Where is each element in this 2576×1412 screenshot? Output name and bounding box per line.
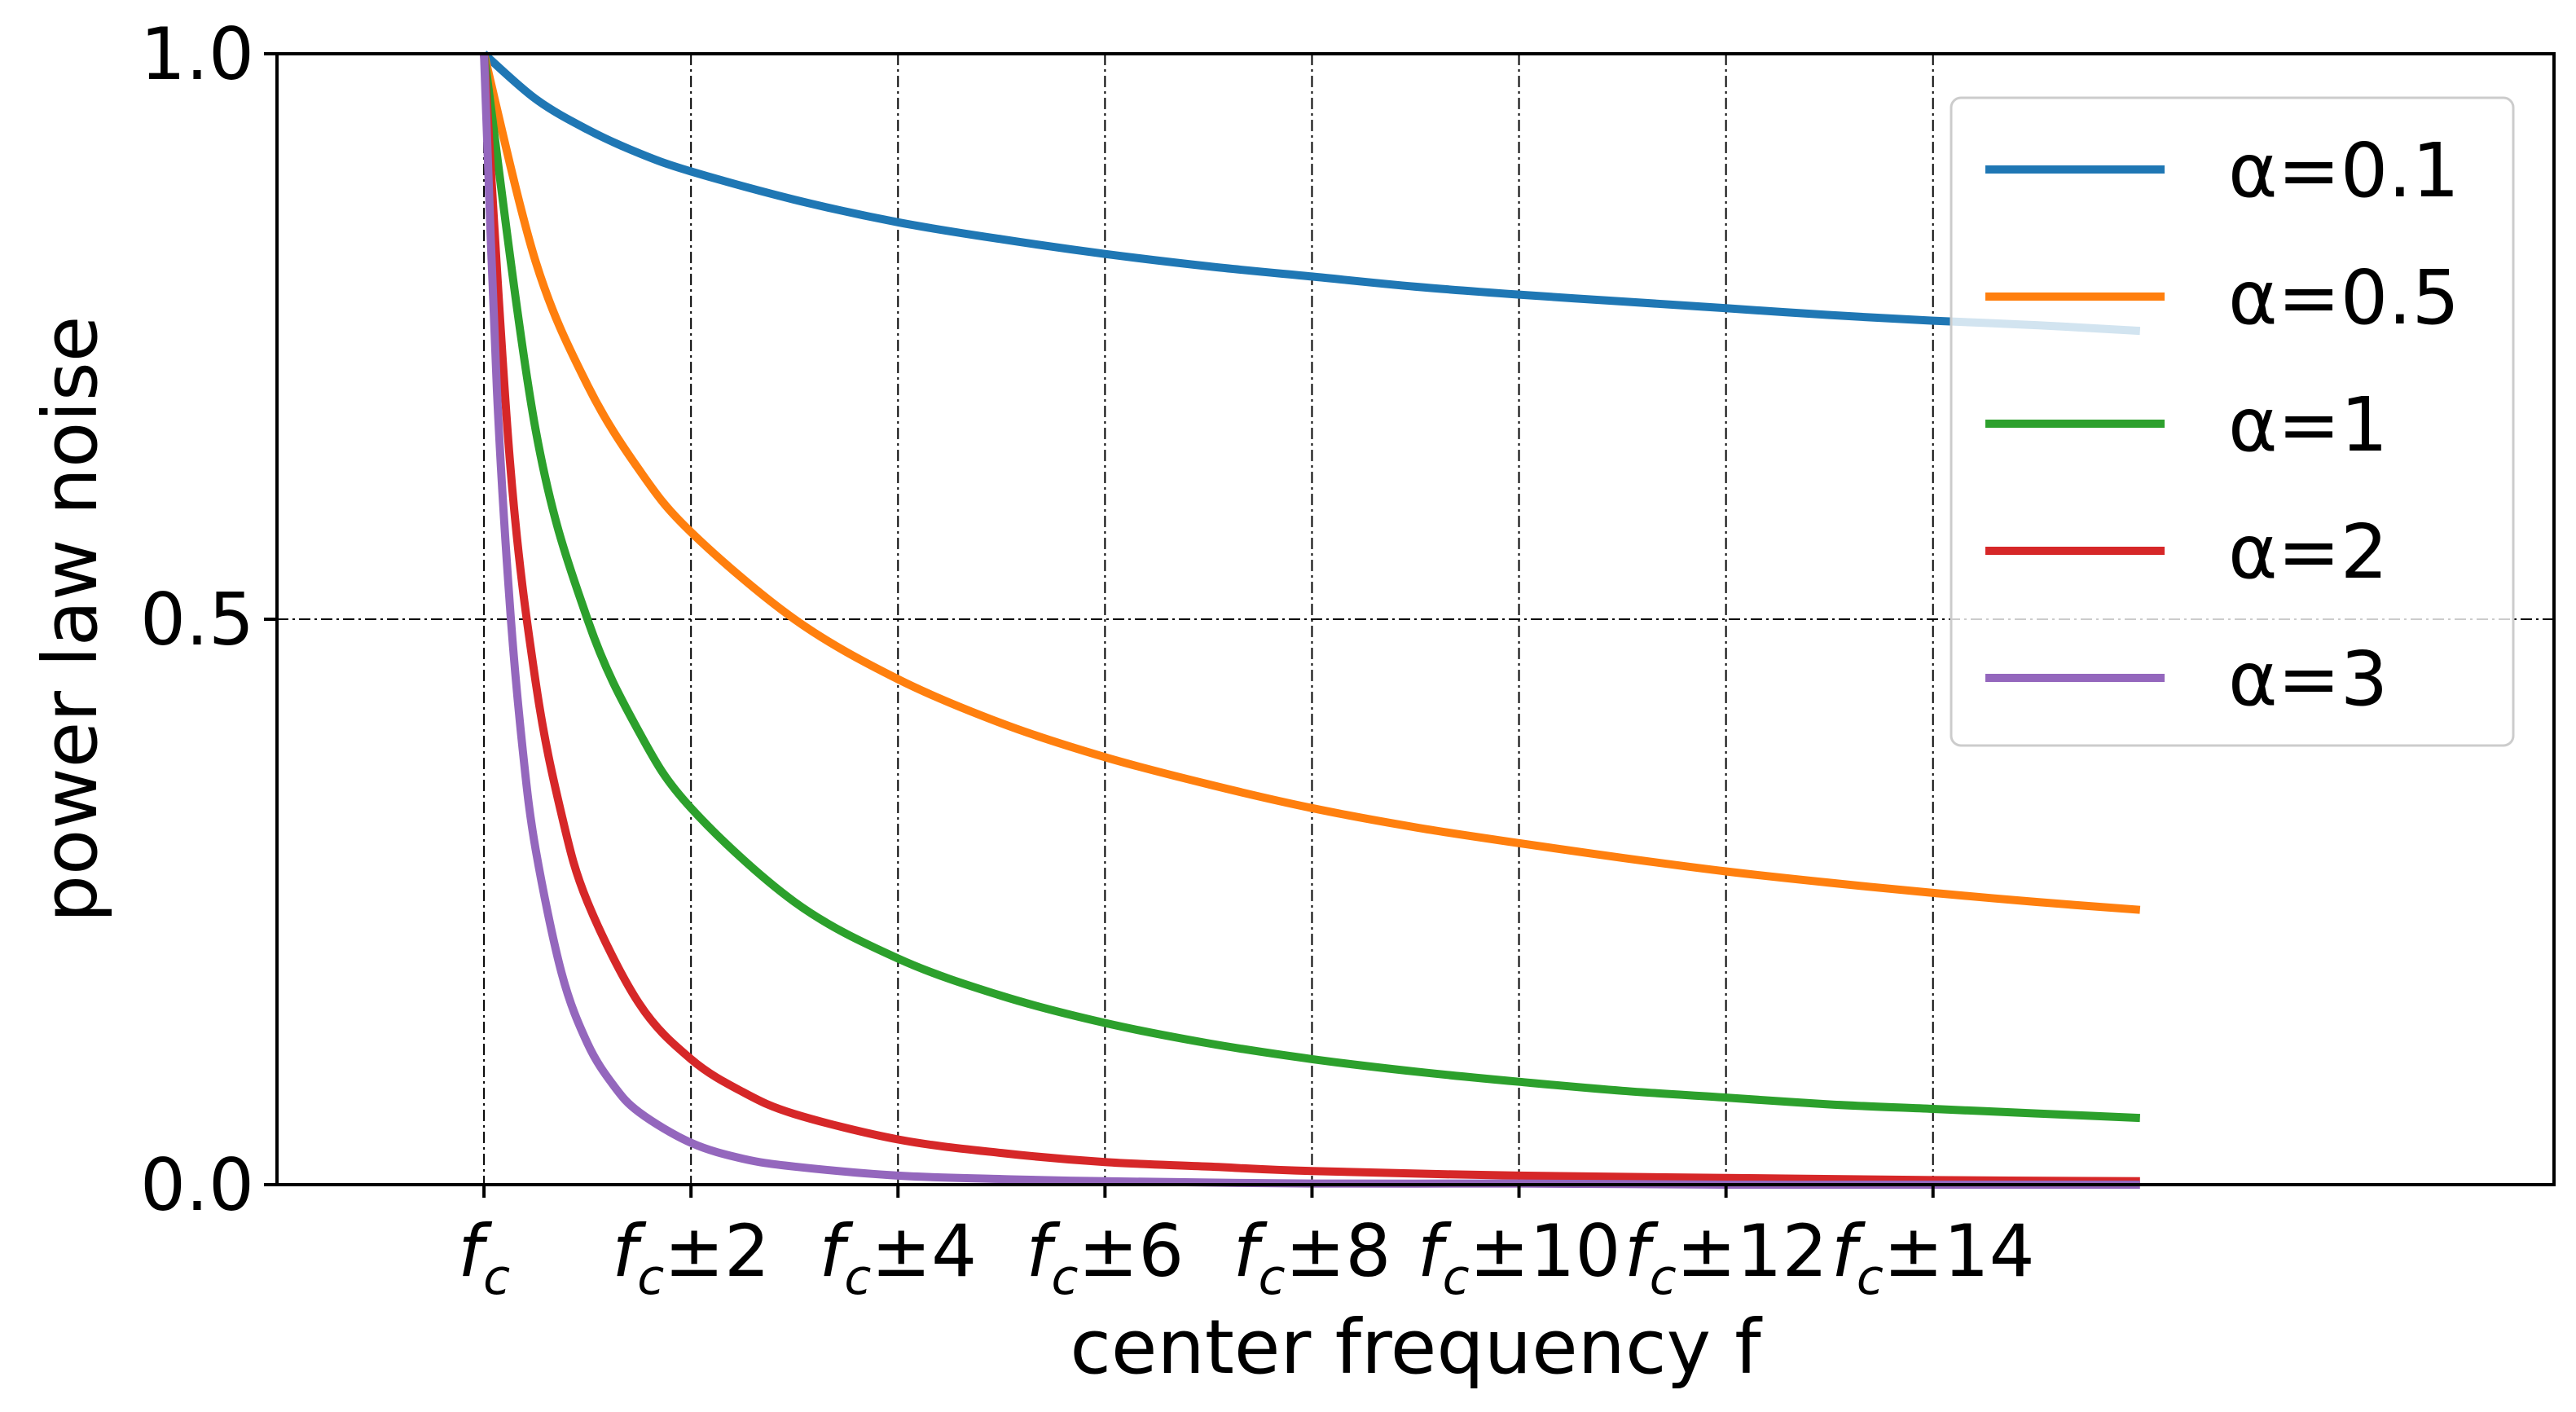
y-tick-label: 1.0	[140, 12, 254, 96]
x-axis-label: center frequency f	[1070, 1304, 1763, 1391]
x-tick-subscript: c	[483, 1249, 510, 1306]
x-tick-subscript: c	[1857, 1249, 1884, 1306]
legend-label-3: α=1	[2228, 381, 2388, 468]
x-tick-label: fc±10	[1418, 1209, 1621, 1306]
x-tick-label: fc	[458, 1209, 510, 1306]
x-tick-subscript: c	[1259, 1249, 1286, 1306]
x-tick-suffix: ±12	[1677, 1209, 1828, 1293]
legend-label-1: α=0.1	[2228, 127, 2460, 214]
legend-box	[1950, 96, 2515, 747]
x-tick-label: fc±4	[819, 1209, 977, 1306]
y-axis-label: power law noise	[27, 316, 114, 923]
x-tick-label: fc±8	[1233, 1209, 1391, 1306]
x-tick-subscript: c	[1443, 1249, 1470, 1306]
x-tick-subscript: c	[637, 1249, 664, 1306]
legend-label-5: α=3	[2228, 636, 2388, 723]
x-tick-suffix: ±2	[664, 1209, 770, 1293]
y-tick-label: 0.0	[140, 1143, 254, 1227]
legend-label-2: α=0.5	[2228, 254, 2460, 341]
x-tick-suffix: ±6	[1078, 1209, 1184, 1293]
series-line-2	[480, 52, 2141, 914]
x-tick-label: fc±12	[1624, 1209, 1828, 1306]
x-tick-suffix: ±4	[871, 1209, 977, 1293]
x-tick-suffix: ±10	[1470, 1209, 1621, 1293]
series-line-3	[480, 53, 2141, 1123]
x-tick-label: fc±6	[1026, 1209, 1185, 1306]
legend-label-4: α=2	[2228, 508, 2388, 596]
series-line-4	[480, 53, 2140, 1185]
x-tick-suffix: ±14	[1884, 1209, 2035, 1293]
x-tick-label: fc±2	[612, 1209, 770, 1306]
x-tick-subscript: c	[844, 1249, 871, 1306]
x-tick-subscript: c	[1650, 1249, 1677, 1306]
x-tick-subscript: c	[1051, 1249, 1078, 1306]
x-tick-suffix: ±8	[1286, 1209, 1391, 1293]
axis-ticks: fc fc±2 fc±4 fc±6 fc±8 fc±10 fc±12 fc±14 0.0 0.5 1…	[140, 12, 2035, 1306]
x-tick-label: fc±14	[1831, 1209, 2035, 1306]
series-line-1	[481, 51, 2141, 336]
legend: α=0.1 α=0.5 α=1 α=2 α=3	[1950, 96, 2515, 747]
y-tick-label: 0.5	[140, 578, 254, 662]
